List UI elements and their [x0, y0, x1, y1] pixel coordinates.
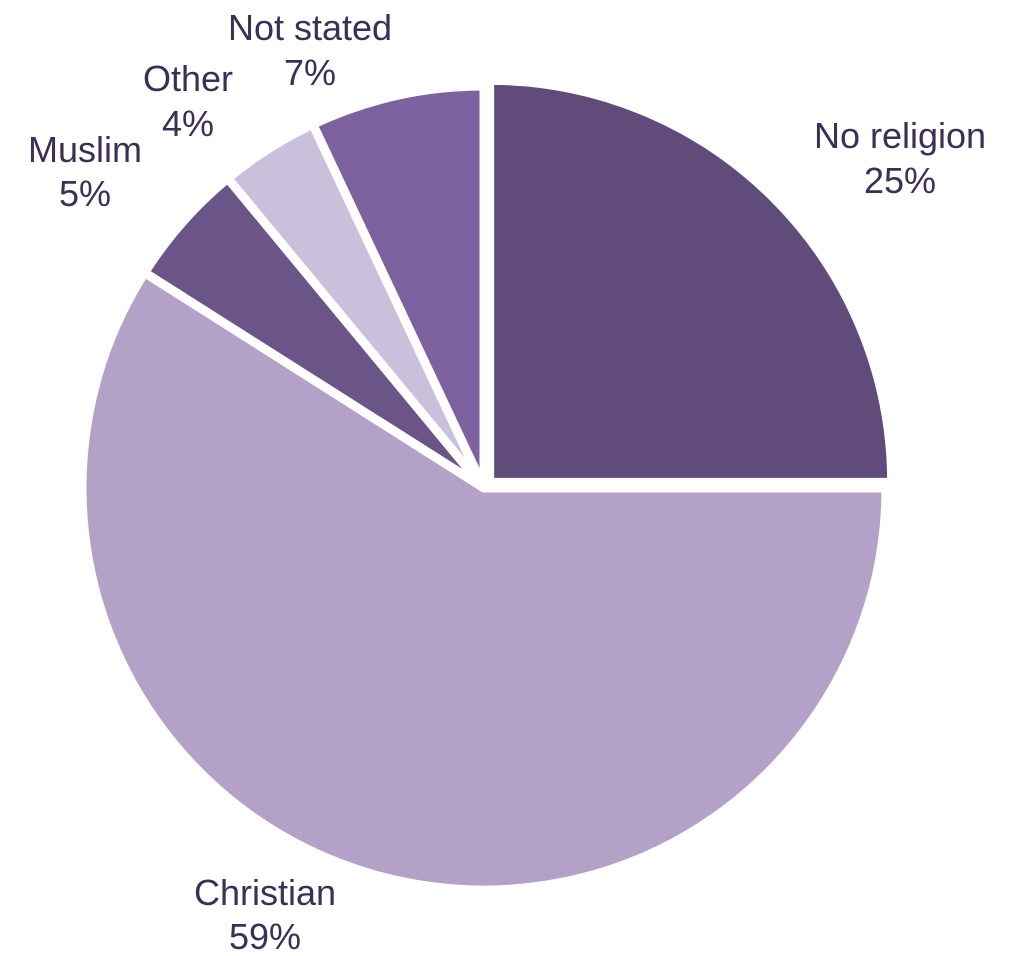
label-muslim-value: 5% — [59, 173, 111, 214]
label-christian-value: 59% — [229, 916, 301, 956]
slice-christian — [77, 266, 891, 895]
slice-no-religion — [485, 75, 897, 487]
label-christian-name: Christian — [194, 872, 336, 913]
slice-not-stated — [306, 81, 489, 490]
label-not-stated-name: Not stated — [228, 7, 392, 48]
label-other-name: Other — [143, 58, 233, 99]
label-other-value: 4% — [162, 103, 214, 144]
label-muslim-name: Muslim — [28, 129, 142, 170]
label-not-stated-value: 7% — [284, 52, 336, 93]
label-no-religion-value: 25% — [864, 160, 936, 201]
pie-labels: No religion 25% Christian 59% Muslim 5% … — [28, 7, 986, 956]
pie-slices — [77, 75, 897, 895]
label-no-religion-name: No religion — [814, 115, 986, 156]
